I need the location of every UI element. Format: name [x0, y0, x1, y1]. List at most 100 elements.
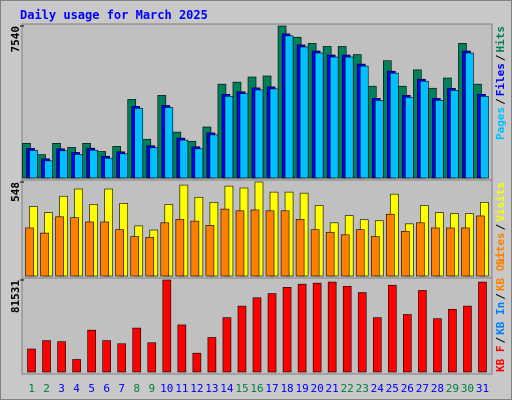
bar [162, 279, 172, 373]
x-tick-label: 8 [133, 382, 140, 395]
legend-entry: Visits [494, 182, 507, 222]
x-tick-label: 11 [175, 382, 188, 395]
bar [389, 72, 399, 179]
bar [446, 227, 455, 277]
legend-entry: Files [494, 63, 507, 96]
bar [177, 324, 187, 373]
bar [312, 282, 322, 373]
bar [295, 219, 305, 277]
bar [325, 231, 335, 277]
bar [145, 237, 155, 277]
bar [280, 210, 290, 277]
x-tick-label: 25 [386, 382, 399, 395]
x-tick-label: 24 [371, 382, 385, 395]
bar [119, 153, 129, 179]
bar [433, 318, 442, 373]
bar [299, 46, 309, 179]
legend-separator: / [494, 98, 507, 105]
legend-entry: KB F [494, 346, 507, 373]
bar [342, 285, 352, 373]
legend-entry: KB In [494, 302, 507, 335]
bar [374, 100, 384, 179]
bar [179, 139, 189, 179]
legend-entry: KB Out [494, 251, 507, 291]
x-tick-label: 20 [311, 382, 324, 395]
x-tick-label: 7 [118, 382, 125, 395]
y-tick-label: 548 [9, 182, 22, 202]
bar [329, 56, 339, 179]
bar [310, 229, 320, 277]
x-tick-label: 18 [280, 382, 293, 395]
legend-separator: / [494, 54, 507, 61]
x-tick-label: 15 [235, 382, 248, 395]
bar [448, 308, 457, 373]
bar [175, 219, 185, 277]
bar [418, 290, 427, 373]
x-tick-label: 3 [58, 382, 65, 395]
bar [205, 225, 215, 277]
bar [102, 340, 111, 373]
x-tick-label: 17 [265, 382, 278, 395]
x-tick-label: 30 [461, 382, 474, 395]
legend: Pages/Files/Hits [494, 26, 507, 140]
bar [387, 284, 397, 373]
bar [237, 305, 247, 373]
bar [344, 56, 354, 179]
bar [340, 234, 350, 277]
x-tick-label: 23 [356, 382, 369, 395]
bar [435, 100, 444, 179]
legend: KB F / KB In / KB Out [494, 251, 507, 372]
bar [149, 147, 159, 179]
bar [431, 227, 440, 277]
bar [59, 150, 68, 179]
x-tick-label: 9 [148, 382, 155, 395]
bar [224, 96, 234, 179]
bar [401, 231, 410, 277]
bar [209, 134, 219, 179]
bar [25, 227, 34, 277]
bar [359, 65, 369, 179]
chart-title: Daily usage for March 2025 [20, 8, 208, 22]
legend-entry: Pages [494, 107, 507, 140]
x-tick-label: 29 [446, 382, 459, 395]
bar [282, 287, 292, 373]
x-tick-label: 12 [190, 382, 203, 395]
legend-separator: / [494, 293, 507, 300]
bar [355, 229, 365, 277]
x-tick-label: 22 [341, 382, 354, 395]
bar [478, 281, 487, 373]
x-tick-label: 21 [326, 382, 339, 395]
bar [267, 293, 277, 373]
bar [190, 220, 200, 277]
bar [44, 160, 53, 179]
bar [100, 221, 109, 277]
bar [465, 52, 474, 179]
bar [40, 232, 49, 277]
x-tick-label: 27 [416, 382, 429, 395]
bar [164, 107, 174, 179]
bar [222, 317, 232, 373]
bar [252, 297, 262, 373]
bar [132, 327, 142, 373]
x-tick-label: 31 [476, 382, 489, 395]
bar [87, 329, 96, 373]
bar [254, 89, 264, 179]
bar [42, 340, 51, 373]
bar [220, 208, 230, 277]
bar [85, 221, 94, 277]
bar [461, 227, 470, 277]
x-tick-label: 1 [28, 382, 35, 395]
bar [192, 352, 202, 373]
x-tick-label: 2 [43, 382, 50, 395]
bar [235, 210, 245, 277]
x-tick-label: 6 [103, 382, 110, 395]
bar [29, 150, 38, 179]
legend-entry: Sites [494, 232, 507, 265]
bar [385, 213, 395, 277]
x-tick-label: 4 [73, 382, 80, 395]
bar [115, 229, 125, 277]
bar [89, 149, 98, 179]
x-tick-label: 16 [250, 382, 263, 395]
bar [450, 90, 459, 179]
